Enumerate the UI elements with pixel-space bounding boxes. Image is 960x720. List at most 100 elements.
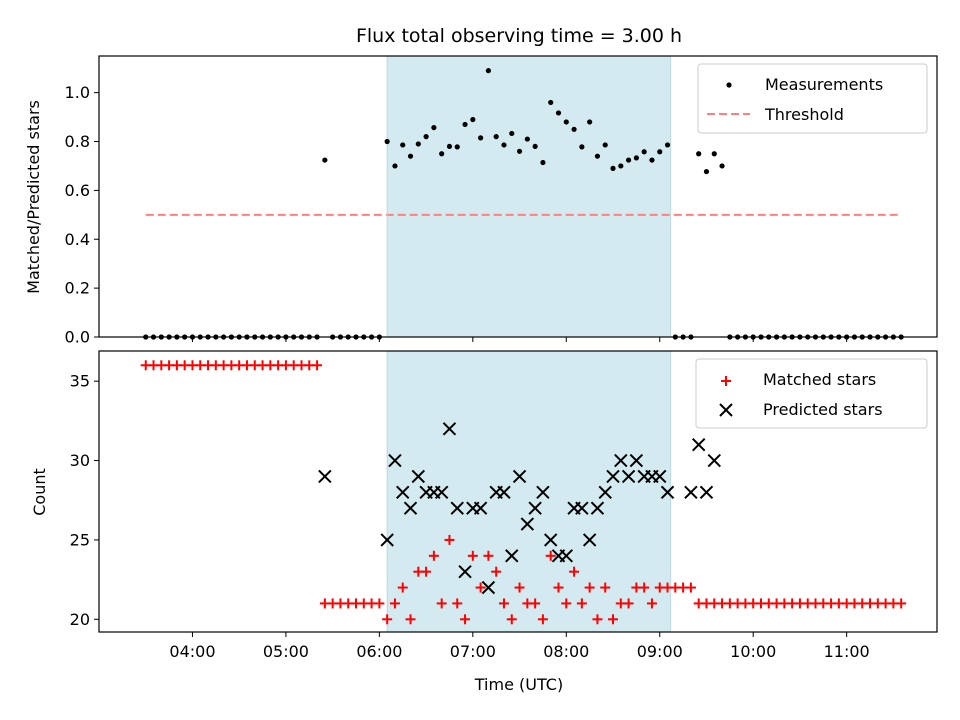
matched-star-point [312, 360, 323, 371]
measurement-point [625, 157, 632, 163]
y-tick-label: 35 [70, 372, 90, 391]
matched-star-point [498, 598, 509, 609]
measurement-point [415, 141, 421, 147]
measurement-point [431, 124, 437, 131]
measurement-point [439, 151, 445, 157]
x-tick-label: 04:00 [169, 642, 215, 661]
matched-star-point [896, 598, 907, 609]
bottom-x-ticks: 04:00 05:00 06:00 07:00 08:00 09:00 10:00 11:00 [169, 632, 870, 661]
top-panel: 0.0 0.2 0.4 0.6 0.8 1.0 Matched/Predicted sta… [24, 55, 938, 347]
measurement-point [649, 157, 655, 163]
matched-star-point [428, 550, 439, 561]
legend-matched-marker [721, 376, 731, 386]
matched-star-point [537, 614, 548, 625]
y-tick-label: 30 [70, 451, 90, 470]
chart-title: Flux total observing time = 3.00 h [356, 25, 682, 47]
legend-measurements-marker [726, 82, 732, 88]
y-tick-label: 0.4 [65, 230, 90, 249]
x-tick-label: 10:00 [730, 642, 776, 661]
legend-measurements-label: Measurements [765, 75, 883, 94]
matched-star-point [475, 582, 486, 593]
measurement-point [540, 159, 546, 166]
measurement-point [392, 163, 398, 169]
measurement-point [470, 116, 476, 123]
matched-star-point [639, 582, 650, 593]
matched-star-point [483, 550, 494, 561]
matched-star-point [592, 614, 603, 625]
measurement-point [485, 68, 492, 74]
measurement-point [657, 149, 663, 155]
bottom-span [387, 351, 671, 632]
matched-star-point [646, 598, 657, 609]
measurement-point [696, 151, 702, 157]
matched-star-point [467, 550, 478, 561]
matched-star-point [452, 598, 463, 609]
x-tick-label: 06:00 [356, 642, 402, 661]
measurement-point [493, 134, 499, 140]
matched-star-point [506, 614, 517, 625]
matched-star-point [530, 598, 541, 609]
predicted-star-point [380, 533, 394, 547]
measurement-point [322, 157, 328, 163]
matched-star-point [397, 582, 408, 593]
y-tick-label: 0.8 [65, 132, 90, 151]
predicted-star-point [699, 485, 714, 500]
y-tick-label: 0.6 [65, 181, 90, 200]
predicted-star-point [590, 501, 605, 515]
measurement-point [407, 153, 414, 159]
predicted-star-point [544, 533, 558, 547]
y-tick-label: 25 [70, 530, 90, 549]
measurement-point [587, 119, 593, 125]
predicted-star-point [450, 501, 464, 515]
predicted-star-point [684, 485, 698, 500]
predicted-star-point [528, 501, 542, 515]
x-axis-label: Time (UTC) [474, 675, 563, 694]
measurement-point [462, 121, 468, 128]
predicted-star-point [575, 501, 589, 515]
predicted-star-point [388, 453, 402, 468]
matched-star-point [389, 598, 400, 609]
predicted-star-point [512, 469, 527, 484]
predicted-star-point [318, 469, 332, 484]
matched-star-point [600, 582, 611, 593]
legend-predicted-label: Predicted stars [763, 400, 883, 419]
predicted-star-point [660, 485, 675, 500]
measurement-point [633, 155, 639, 161]
predicted-star-point [691, 437, 706, 452]
predicted-star-point [621, 469, 636, 484]
x-tick-label: 05:00 [263, 642, 309, 661]
measurement-point [618, 163, 624, 169]
predicted-star-point [520, 517, 535, 531]
measurement-point [602, 142, 608, 148]
measurement-point [384, 138, 390, 145]
bottom-legend-frame [695, 358, 928, 429]
matched-star-point [405, 614, 416, 625]
y-tick-label: 0.0 [65, 328, 90, 347]
matched-star-point [553, 582, 564, 593]
measurement-point [516, 148, 523, 154]
measurement-point [478, 135, 484, 141]
matched-star-point [491, 566, 502, 577]
measurement-point [711, 151, 717, 157]
predicted-star-point [707, 453, 721, 468]
predicted-star-point [403, 501, 418, 515]
matched-star-point [444, 534, 455, 545]
count-points [140, 360, 907, 625]
predicted-star-point [559, 549, 573, 563]
measurement-point [501, 142, 507, 148]
y-tick-label: 20 [70, 610, 90, 629]
predicted-star-point [458, 564, 472, 579]
predicted-star-point [497, 485, 511, 500]
bottom-legend: Matched stars Predicted stars [695, 358, 928, 429]
predicted-star-point [598, 485, 612, 500]
measurement-point [454, 144, 460, 150]
matched-star-point [421, 566, 432, 577]
predicted-star-point [653, 469, 667, 484]
top-legend-frame [697, 63, 928, 134]
top-span [387, 56, 671, 337]
top-legend: Measurements Threshold [697, 63, 928, 134]
top-y-ticks: 0.0 0.2 0.4 0.6 0.8 1.0 [65, 83, 99, 347]
measurement-point [423, 134, 429, 140]
bottom-panel: 20 25 30 35 04:00 05:00 06:00 07:00 08:00 09:00 1… [30, 350, 938, 694]
